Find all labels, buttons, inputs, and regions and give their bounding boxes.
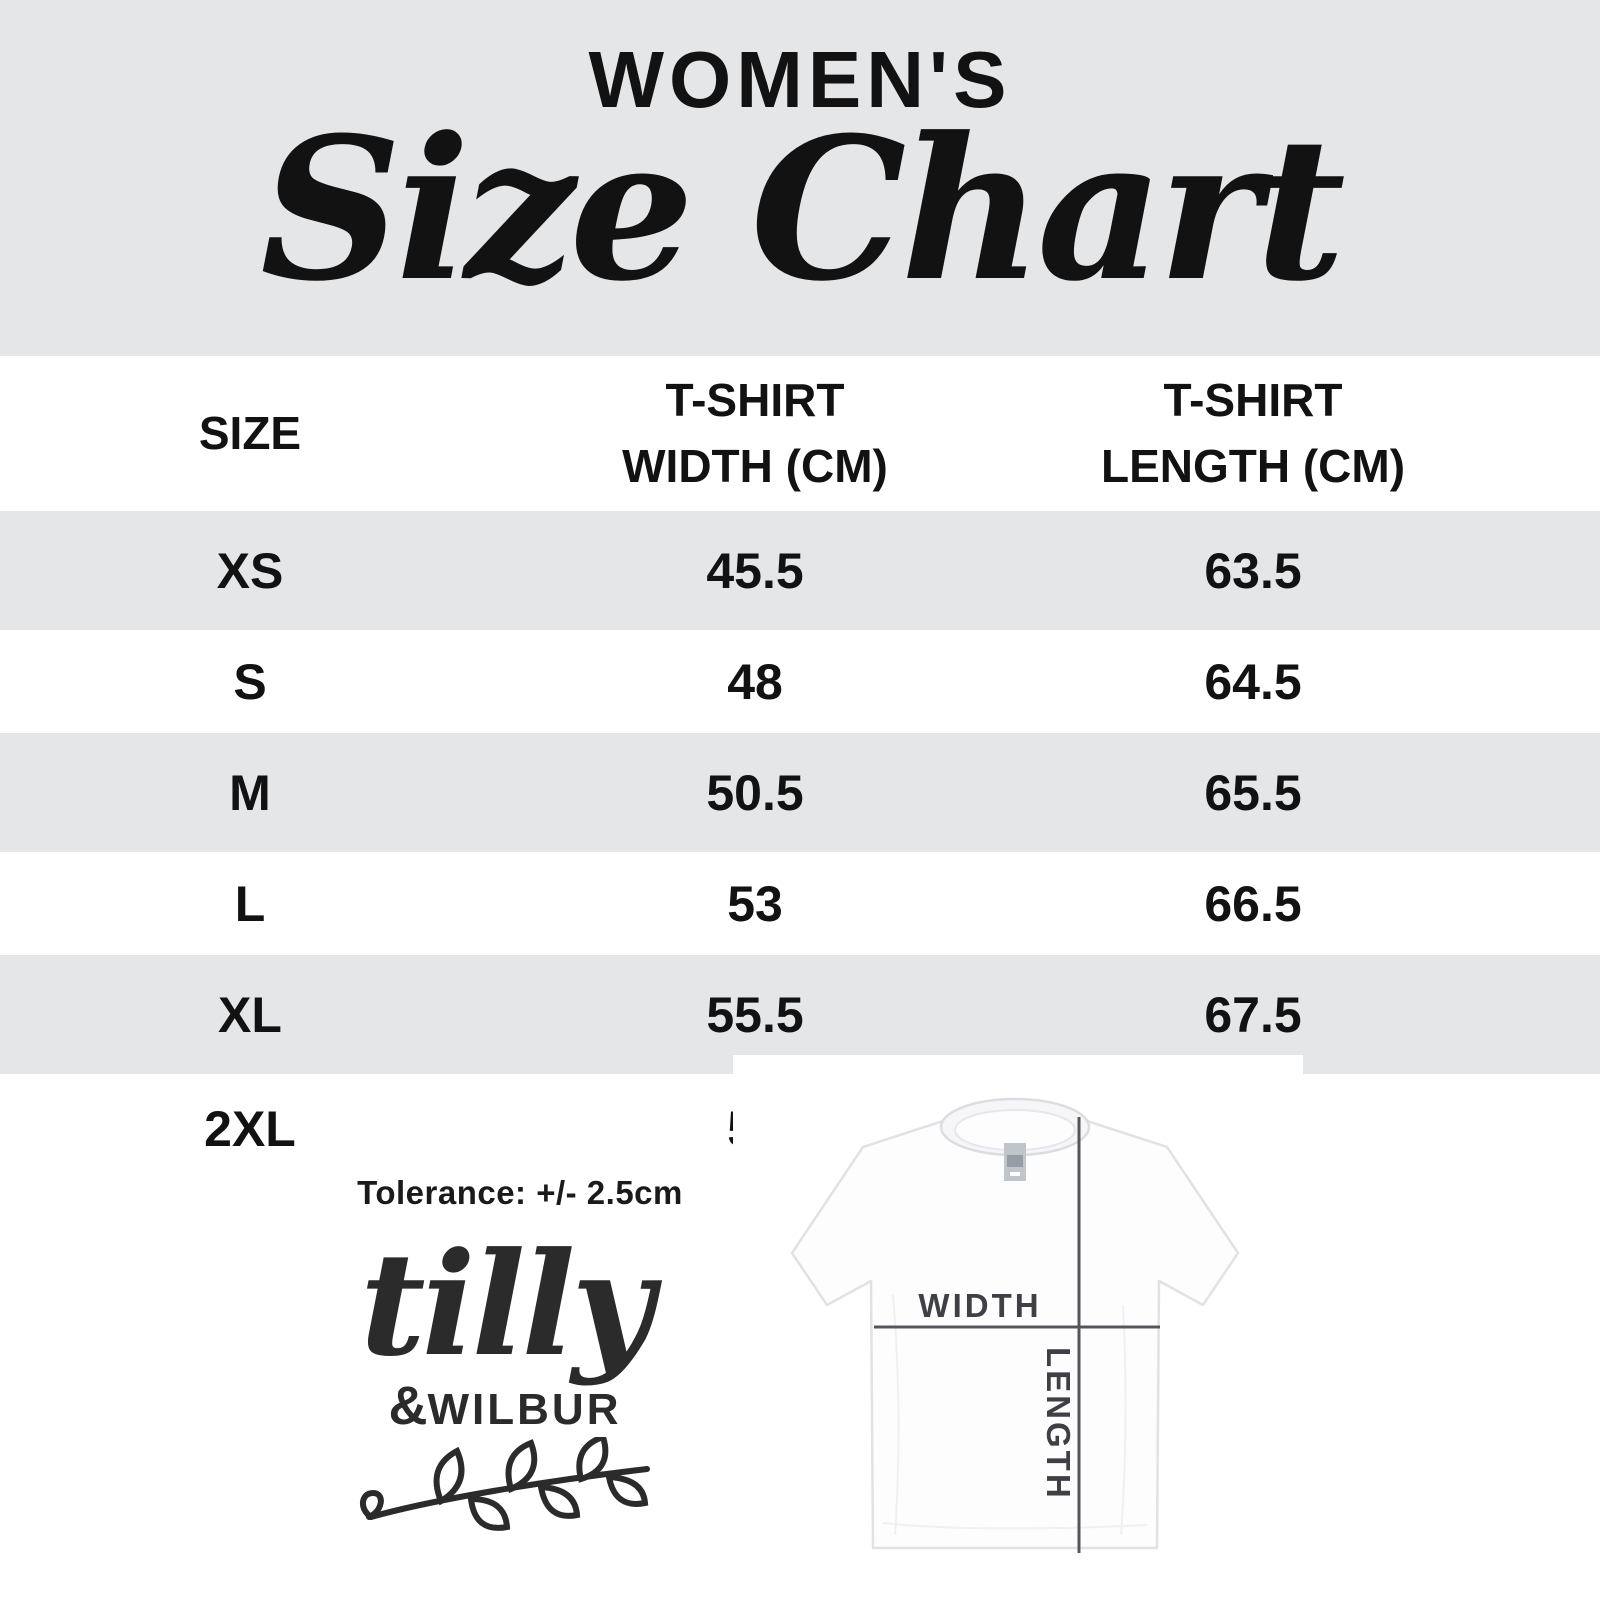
brand-name-caps: &WILBUR — [330, 1375, 680, 1437]
eyebrow-title: WOMEN'S — [588, 35, 1012, 124]
width-cell: 53 — [727, 875, 783, 932]
size-cell: XS — [216, 542, 284, 599]
table-row: XS 45.5 63.5 — [0, 511, 1600, 630]
brand-name-script: tilly — [360, 1222, 654, 1388]
table-row: S 48 64.5 — [0, 630, 1600, 733]
ampersand: & — [388, 1375, 428, 1436]
table-row: L 53 66.5 — [0, 852, 1600, 955]
column-header-length: T-SHIRT LENGTH (CM) — [1100, 374, 1406, 492]
tolerance-note: Tolerance: +/- 2.5cm — [357, 1174, 683, 1211]
length-cell: 67.5 — [1204, 986, 1302, 1043]
tshirt-measurement-figure: WIDTH LENGTH — [733, 1055, 1303, 1600]
neck-label-icon — [1004, 1143, 1026, 1181]
length-cell: 64.5 — [1204, 653, 1302, 710]
width-cell: 48 — [727, 653, 783, 710]
table-header-row: SIZE T-SHIRT WIDTH (CM) T-SHIRT LENGTH (… — [0, 356, 1600, 511]
size-cell: 2XL — [204, 1101, 296, 1157]
brand-caps-text: WILBUR — [427, 1384, 622, 1434]
width-cell: 45.5 — [706, 542, 804, 599]
table-row: XL 55.5 67.5 — [0, 955, 1600, 1074]
brand-logo: tilly &WILBUR — [330, 1222, 680, 1542]
table-row: M 50.5 65.5 — [0, 733, 1600, 852]
length-cell: 63.5 — [1204, 542, 1302, 599]
width-cell: 50.5 — [706, 764, 804, 821]
length-label: LENGTH — [1040, 1347, 1077, 1501]
width-cell: 55.5 — [706, 986, 804, 1043]
column-header-width: T-SHIRT WIDTH (CM) — [622, 374, 888, 492]
size-table: SIZE T-SHIRT WIDTH (CM) T-SHIRT LENGTH (… — [0, 356, 1600, 1184]
length-cell: 65.5 — [1204, 764, 1302, 821]
length-cell: 66.5 — [1204, 875, 1302, 932]
tshirt-illustration — [790, 1097, 1240, 1550]
size-cell: M — [229, 764, 271, 821]
width-label: WIDTH — [918, 1287, 1041, 1324]
laurel-branch-icon — [330, 1433, 680, 1542]
page-title: Size Chart — [260, 95, 1346, 325]
size-cell: L — [234, 875, 266, 932]
masthead: WOMEN'S Size Chart — [0, 0, 1600, 356]
size-cell: S — [233, 653, 267, 710]
column-header-size: SIZE — [198, 406, 302, 459]
size-cell: XL — [218, 986, 282, 1043]
